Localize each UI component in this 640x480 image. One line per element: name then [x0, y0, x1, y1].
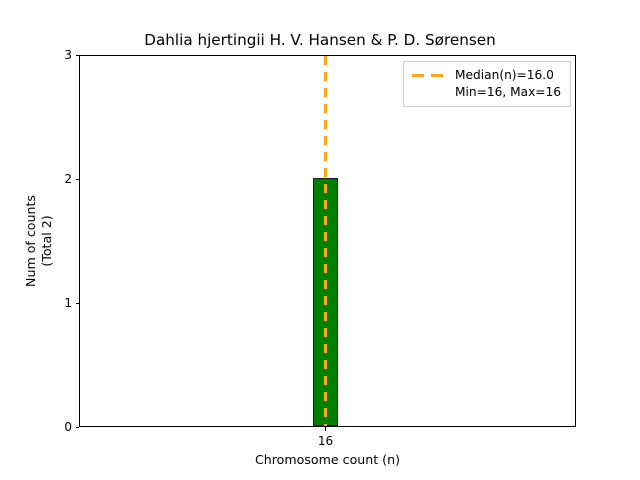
legend-label-minmax: Min=16, Max=16	[455, 85, 562, 99]
y-tick-label: 3	[64, 48, 72, 62]
x-axis-label: Chromosome count (n)	[255, 452, 400, 467]
y-tick-mark	[75, 179, 79, 181]
x-tick-mark	[324, 427, 327, 431]
legend-item-minmax: Min=16, Max=16	[412, 84, 561, 101]
x-tick-label: 16	[317, 434, 334, 448]
y-tick-mark	[75, 55, 79, 57]
y-tick-mark	[75, 427, 79, 429]
chart-title: Dahlia hjertingii H. V. Hansen & P. D. S…	[144, 31, 496, 49]
y-axis-label: Num of counts (Total 2)	[22, 55, 56, 427]
chart-legend[interactable]: Median(n)=16.0 Min=16, Max=16	[403, 61, 572, 107]
plot-area	[79, 55, 576, 427]
y-tick-label: 1	[64, 296, 72, 310]
legend-label-median: Median(n)=16.0	[455, 68, 554, 82]
y-axis-label-line2: (Total 2)	[39, 215, 55, 267]
y-tick-mark	[75, 303, 79, 305]
legend-item-median: Median(n)=16.0	[412, 67, 561, 84]
y-tick-label: 2	[64, 172, 72, 186]
median-line	[324, 56, 327, 426]
y-tick-label: 0	[64, 420, 72, 434]
dashed-line-icon	[412, 67, 446, 84]
y-axis-label-line1: Num of counts	[23, 195, 39, 287]
